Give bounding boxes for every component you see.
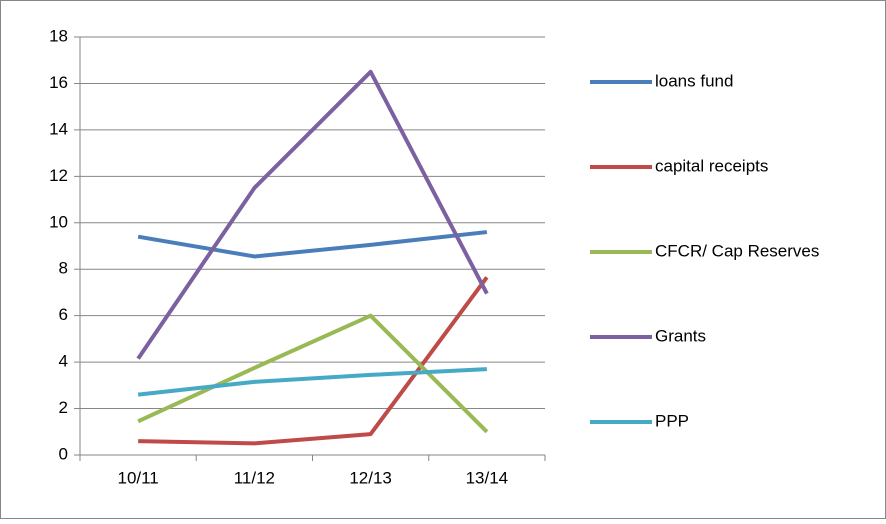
legend-label: PPP [655,411,689,430]
series-line [137,230,488,259]
x-tick-label: 12/13 [349,468,392,487]
y-tick-label: 2 [59,398,68,417]
x-tick-label: 11/12 [234,468,275,487]
legend-label: loans fund [655,71,733,90]
y-tick-label: 0 [59,444,68,463]
series-line [136,69,489,360]
y-tick-label: 10 [49,212,68,231]
y-tick-label: 12 [49,166,68,185]
y-tick-label: 6 [59,305,68,324]
y-tick-label: 4 [59,352,68,371]
y-tick-label: 18 [49,26,68,45]
series-line [137,367,487,397]
x-tick-label: 10/11 [117,468,158,487]
series-line [138,276,489,446]
legend-label: capital receipts [655,156,768,175]
y-tick-label: 16 [49,73,68,92]
x-tick-label: 13/14 [466,468,509,487]
y-tick-label: 8 [59,259,68,278]
legend-label: Grants [655,326,706,345]
legend-label: CFCR/ Cap Reserves [655,241,819,260]
y-tick-label: 14 [49,119,68,138]
